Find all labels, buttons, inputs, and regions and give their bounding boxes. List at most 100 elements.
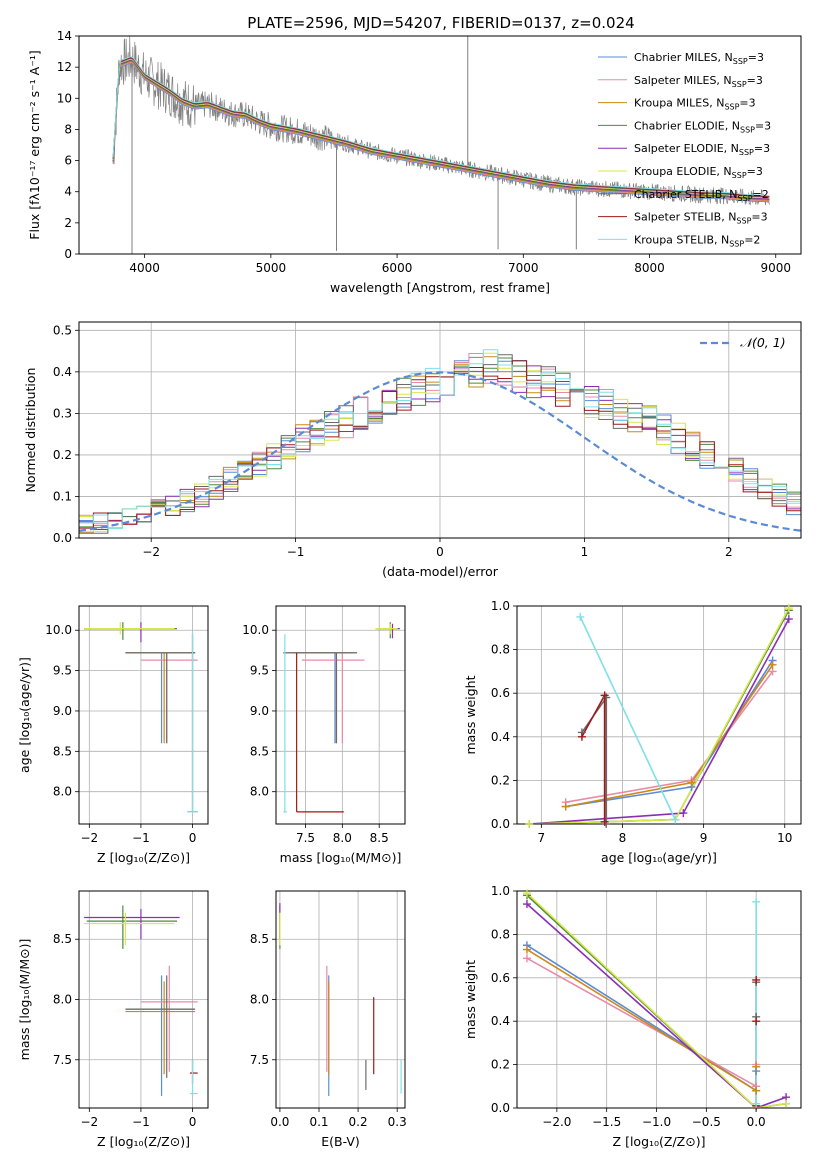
x-tick-label: 8.0 (333, 831, 352, 845)
y-tick-label: 8 (64, 122, 72, 136)
y-axis-label: Normed distribution (23, 368, 38, 493)
plus-marker (768, 660, 777, 669)
y-tick-label: 9.0 (250, 704, 269, 718)
mass-weight-line (581, 695, 608, 824)
legend-value: =3 (748, 51, 764, 64)
y-tick-label: 8.0 (53, 785, 72, 799)
plus-marker (752, 1099, 761, 1108)
y-tick-label: 7.5 (53, 1053, 72, 1067)
legend-label: Salpeter STELIB, NSSP=3 (634, 211, 768, 226)
plus-marker (522, 954, 531, 963)
y-tick-label: 1.0 (491, 599, 510, 613)
plus-marker (752, 1017, 761, 1026)
y-tick-label: 6 (64, 154, 72, 168)
y-tick-label: 0.1 (53, 489, 72, 503)
y-tick-label: 0.8 (491, 927, 510, 941)
y-tick-label: 0.0 (491, 817, 510, 831)
legend-subscript: SSP (733, 57, 748, 66)
plus-marker (752, 897, 761, 906)
normal-reference-curve (79, 371, 801, 532)
x-tick-label: 5000 (256, 261, 287, 275)
panel-2: −2 −1 0 1 2 0.0 0.1 0.2 0.3 0.4 0.5 (data-model)/er… (23, 321, 802, 579)
axes-frame (516, 890, 802, 1109)
plot-area (84, 905, 198, 1096)
legend-label: Kroupa STELIB, NSSP=2 (634, 233, 760, 248)
y-tick-label: 0.6 (491, 686, 510, 700)
x-axis-label: Z [log₁₀(Z/Z⊙)] (97, 850, 190, 865)
residual-histogram (79, 349, 801, 530)
x-tick-label: 0 (189, 1115, 197, 1129)
plus-marker (752, 1086, 761, 1095)
x-tick-label: 4000 (129, 261, 160, 275)
x-tick-label: 6000 (382, 261, 413, 275)
y-axis-label: Flux [fλ10⁻¹⁷ erg cm⁻² s⁻¹ A⁻¹] (27, 50, 42, 239)
chart-layer: 4000 5000 6000 7000 8000 900002468101214wavel… (17, 29, 802, 1149)
legend-label: Kroupa MILES, NSSP=3 (634, 97, 756, 112)
plus-marker (522, 900, 531, 909)
x-tick-label: 9 (700, 831, 708, 845)
plot-area (84, 622, 198, 813)
legend-subscript: SSP (739, 148, 754, 157)
axes-frame (78, 605, 209, 825)
legend-label: Chabrier ELODIE, NSSP=3 (634, 119, 771, 134)
spectrum-legend: Chabrier MILES, NSSP=3 Salpeter MILES, NS… (598, 51, 771, 248)
x-axis-label: mass [log₁₀(M/M⊙)] (280, 850, 402, 865)
mass-weight-line (526, 903, 787, 1108)
model-spectrum (112, 60, 770, 201)
y-tick-label: 0.6 (491, 971, 510, 985)
legend-subscript: SSP (732, 171, 747, 180)
x-tick-label: 7 (538, 831, 546, 845)
panel-5: 7 8 9 10 0.0 0.2 0.4 0.6 0.8 1.0 age [log₁₀(age/yr… (463, 599, 802, 865)
axes-frame (516, 605, 802, 825)
y-tick-label: 4 (64, 185, 72, 199)
x-axis-label: Z [log₁₀(Z/Z⊙)] (613, 1134, 706, 1149)
plus-marker (782, 1099, 791, 1108)
plus-marker (679, 809, 688, 818)
model-spectrum (112, 60, 770, 200)
legend-value: =3 (751, 211, 767, 224)
panel-3: −2 −1 0 8.0 8.5 9.0 9.5 10.0 Z [log₁₀(Z/Z⊙)] age … (17, 605, 209, 865)
x-tick-label: −2.0 (542, 1115, 571, 1129)
residual-histogram (79, 352, 801, 532)
y-tick-label: 7.5 (250, 1053, 269, 1067)
y-tick-label: 14 (57, 29, 72, 43)
panel-4: 7.5 8.0 8.5 8.0 8.5 9.0 9.5 10.0 mass [log₁₀(M/M… (242, 605, 406, 865)
axes-frame (275, 605, 406, 825)
legend-subscript: SSP (729, 239, 744, 248)
y-tick-label: 9.0 (53, 704, 72, 718)
mass-weight-line (565, 664, 774, 808)
x-tick-label: 7.5 (296, 831, 315, 845)
plus-marker (752, 1062, 761, 1071)
x-axis-label: (data-model)/error (382, 564, 499, 579)
y-axis-label: mass [log₁₀(M/M⊙)] (17, 939, 32, 1061)
x-tick-label: −2 (142, 545, 160, 559)
x-tick-label: 2 (725, 545, 733, 559)
y-tick-label: 10.0 (242, 623, 269, 637)
x-tick-label: 7000 (508, 261, 539, 275)
y-tick-label: 8.5 (250, 932, 269, 946)
y-tick-label: 10.0 (45, 623, 72, 637)
legend-value: =3 (739, 97, 755, 110)
y-tick-label: 12 (57, 60, 72, 74)
y-tick-label: 0.4 (491, 730, 510, 744)
model-spectrum (112, 62, 770, 203)
x-axis-label: Z [log₁₀(Z/Z⊙)] (97, 1134, 190, 1149)
legend-label: Chabrier STELIB, NSSP=2 (634, 188, 769, 203)
plus-marker (522, 889, 531, 898)
residual-histogram (79, 365, 801, 530)
x-tick-label: 0 (189, 831, 197, 845)
plot-area (79, 349, 801, 534)
y-tick-label: 2 (64, 216, 72, 230)
y-tick-label: 8.5 (53, 932, 72, 946)
y-tick-label: 0.0 (491, 1101, 510, 1115)
y-tick-label: 0.2 (491, 1058, 510, 1072)
plus-marker (561, 802, 570, 811)
x-tick-label: 0.0 (747, 1115, 766, 1129)
model-spectrum (112, 61, 770, 202)
x-tick-label: 0 (436, 545, 444, 559)
mass-weight-line (526, 948, 757, 1093)
plus-marker (600, 691, 609, 700)
plus-marker (576, 612, 585, 621)
y-axis-label: age [log₁₀(age/yr)] (17, 657, 32, 773)
